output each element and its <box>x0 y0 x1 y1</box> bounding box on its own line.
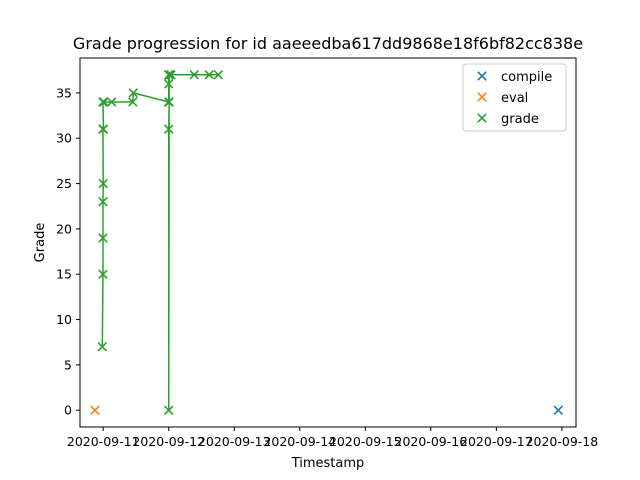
data-point-grade <box>98 196 108 207</box>
x-axis-ticks: 2020-09-112020-09-122020-09-132020-09-14… <box>67 427 598 449</box>
data-point-grade <box>163 124 174 134</box>
marker-stroke <box>98 233 108 243</box>
y-tick-label: 25 <box>56 176 72 191</box>
chart-title: Grade progression for id aaeeedba617dd98… <box>73 34 583 53</box>
y-tick-label: 10 <box>56 312 72 327</box>
y-axis-title: Grade <box>33 223 48 263</box>
marker-stroke <box>163 405 174 415</box>
legend-marker-eval <box>477 92 487 102</box>
y-tick-label: 0 <box>64 403 72 418</box>
data-point-grade <box>163 79 174 89</box>
legend-label: eval <box>501 91 528 106</box>
y-tick-label: 30 <box>56 131 72 146</box>
data-point-grade <box>99 97 109 107</box>
x-tick-label: 2020-09-18 <box>526 434 599 449</box>
marker-stroke <box>99 97 109 107</box>
marker-stroke <box>98 178 108 189</box>
marker-stroke <box>128 97 138 107</box>
series-line-grade <box>101 74 219 411</box>
marker-stroke <box>166 70 176 80</box>
data-point-grade <box>128 97 138 107</box>
data-point-grade <box>163 405 174 415</box>
data-point-grade <box>106 97 117 107</box>
marker-stroke <box>90 405 100 415</box>
series-compile <box>553 405 564 415</box>
marker-stroke <box>204 70 214 80</box>
marker-stroke <box>163 79 174 89</box>
marker-stroke <box>477 71 487 81</box>
data-point-grade <box>166 70 176 80</box>
legend: compile eval grade <box>462 63 567 132</box>
x-tick-label: 2020-09-16 <box>395 434 468 449</box>
legend-marker-compile <box>477 71 487 81</box>
x-tick-label: 2020-09-17 <box>460 434 533 449</box>
legend-marker-grade <box>477 113 487 123</box>
marker-stroke <box>98 124 109 134</box>
legend-label: grade <box>501 112 539 127</box>
legend-label: compile <box>501 70 552 85</box>
data-point-grade <box>164 97 174 107</box>
y-axis-ticks: 0 5 10 15 20 25 30 35 <box>56 85 80 418</box>
data-point-grade <box>98 233 108 243</box>
data-point-grade <box>98 124 109 134</box>
data-point-eval <box>90 405 100 415</box>
x-tick-label: 2020-09-12 <box>132 434 205 449</box>
y-tick-label: 20 <box>56 221 72 236</box>
y-tick-label: 15 <box>56 267 72 282</box>
marker-stroke <box>213 70 224 80</box>
x-tick-label: 2020-09-11 <box>67 434 140 449</box>
marker-stroke <box>164 70 174 80</box>
marker-stroke <box>97 341 108 352</box>
marker-stroke <box>477 92 487 102</box>
data-point-grade <box>189 70 199 80</box>
x-tick-label: 2020-09-13 <box>198 434 271 449</box>
legend-box <box>462 63 567 132</box>
marker-stroke <box>163 124 174 134</box>
x-axis-title: Timestamp <box>291 456 365 471</box>
marker-stroke <box>106 97 117 107</box>
series-eval <box>90 405 100 415</box>
data-point-grade <box>204 70 214 80</box>
plot-frame <box>79 57 577 428</box>
data-point-grade <box>98 269 108 279</box>
data-point-compile <box>553 405 564 415</box>
data-point-grade <box>128 88 139 98</box>
marker-stroke <box>128 88 139 98</box>
y-tick-label: 5 <box>64 357 72 372</box>
series-grade <box>97 70 224 415</box>
plot-marks <box>90 70 564 415</box>
data-point-grade <box>164 70 174 80</box>
x-tick-label: 2020-09-14 <box>263 434 336 449</box>
marker-stroke <box>164 97 174 107</box>
marker-stroke <box>553 405 564 415</box>
marker-stroke <box>98 196 108 207</box>
data-point-grade <box>98 178 108 189</box>
data-point-grade <box>213 70 224 80</box>
marker-stroke <box>477 113 487 123</box>
x-tick-label: 2020-09-15 <box>329 434 402 449</box>
marker-stroke <box>189 70 199 80</box>
data-point-grade <box>97 341 108 352</box>
y-tick-label: 35 <box>56 85 72 100</box>
marker-stroke <box>98 269 108 279</box>
